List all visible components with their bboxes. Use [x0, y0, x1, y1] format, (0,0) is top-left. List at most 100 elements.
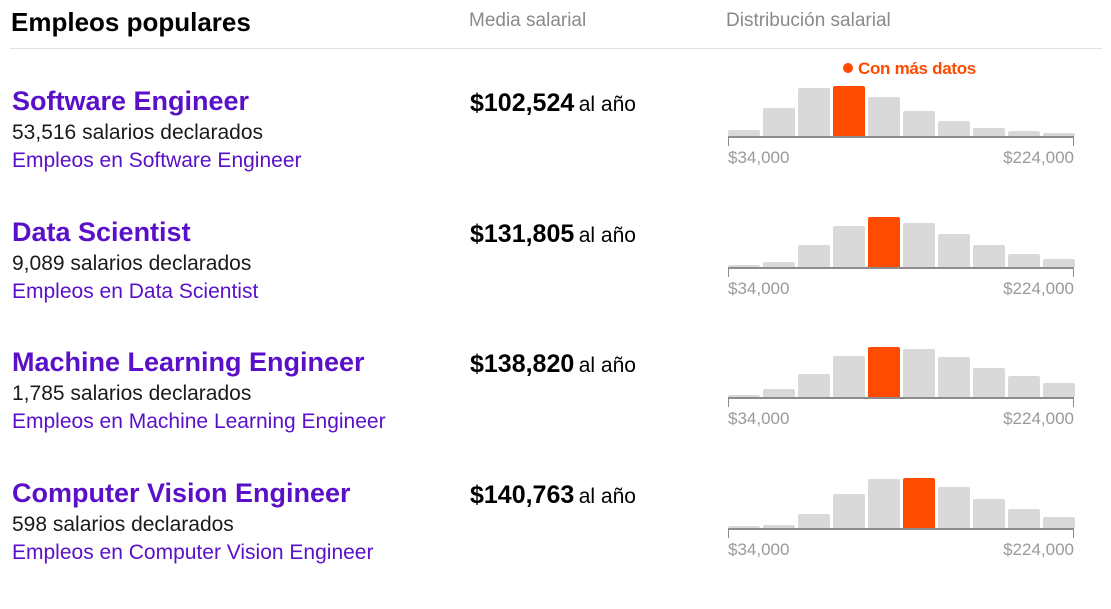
histogram-bar: [833, 226, 865, 267]
histogram-bar: [763, 108, 795, 136]
axis-label-min: $34,000: [728, 409, 790, 428]
salary-report-count: 1,785 salarios declarados: [12, 382, 252, 405]
histogram-bar: [798, 514, 830, 528]
histogram-bar: [763, 525, 795, 528]
jobs-link[interactable]: Empleos en Data Scientist: [12, 280, 259, 303]
salary-histogram: $34,000 $224,000: [728, 347, 1075, 478]
salary-histogram: $34,000 $224,000: [728, 217, 1075, 348]
histogram-bar: [868, 479, 900, 528]
histogram-bar: [1008, 131, 1040, 136]
dot-icon: [843, 63, 853, 73]
histogram-bar: [1043, 133, 1075, 136]
histogram-baseline: [728, 528, 1074, 530]
salary-unit: al año: [578, 224, 636, 247]
axis-label-max: $224,000: [1003, 148, 1074, 167]
job-row: Data Scientist 9,089 salarios declarados…: [0, 217, 1111, 348]
axis-tick-min: [728, 269, 729, 277]
jobs-link[interactable]: Empleos en Computer Vision Engineer: [12, 541, 374, 564]
axis-label-min: $34,000: [728, 148, 790, 167]
axis-tick-max: [1073, 269, 1074, 277]
histogram-bars: [728, 347, 1075, 397]
histogram-bar: [728, 526, 760, 528]
histogram-bar: [728, 130, 760, 136]
jobs-link[interactable]: Empleos en Machine Learning Engineer: [12, 410, 386, 433]
histogram-bar-median: [903, 478, 935, 528]
histogram-bar: [1008, 509, 1040, 528]
salary-amount: $140,763: [470, 481, 575, 509]
axis-label-max: $224,000: [1003, 540, 1074, 559]
histogram-bar: [833, 356, 865, 397]
histogram-bar: [973, 245, 1005, 267]
job-title-link[interactable]: Computer Vision Engineer: [12, 478, 351, 508]
histogram-bar: [1043, 383, 1075, 397]
salary-distribution-column-header: Distribución salarial: [726, 10, 891, 31]
salary-histogram: $34,000 $224,000: [728, 478, 1075, 609]
histogram-bar-median: [868, 217, 900, 267]
histogram-bar: [798, 88, 830, 136]
salary-report-count: 9,089 salarios declarados: [12, 252, 252, 275]
axis-tick-max: [1073, 399, 1074, 407]
axis-label-min: $34,000: [728, 279, 790, 298]
salary-amount: $102,524: [470, 89, 575, 117]
histogram-bars: [728, 478, 1075, 528]
axis-label-min: $34,000: [728, 540, 790, 559]
axis-tick-min: [728, 530, 729, 538]
histogram-bar: [938, 234, 970, 267]
salary-unit: al año: [578, 354, 636, 377]
histogram-bar: [938, 121, 970, 136]
histogram-baseline: [728, 136, 1074, 138]
salary-amount: $138,820: [470, 350, 575, 378]
axis-tick-min: [728, 138, 729, 146]
histogram-bar: [938, 357, 970, 397]
histogram-bar: [973, 499, 1005, 528]
salary-report-count: 598 salarios declarados: [12, 513, 234, 536]
salary-unit: al año: [578, 93, 636, 116]
histogram-bar-median: [868, 347, 900, 397]
histogram-bar: [1043, 259, 1075, 267]
job-row: Machine Learning Engineer 1,785 salarios…: [0, 347, 1111, 478]
axis-label-max: $224,000: [1003, 279, 1074, 298]
median-salary: $131,805 al año: [470, 220, 636, 249]
salary-histogram: $34,000 $224,000 Con más datos: [728, 59, 1075, 217]
histogram-bars: [728, 217, 1075, 267]
histogram-bars: [728, 86, 1075, 136]
most-data-callout: Con más datos: [843, 59, 976, 79]
median-salary: $102,524 al año: [470, 89, 636, 118]
salary-amount: $131,805: [470, 220, 575, 248]
job-title-link[interactable]: Machine Learning Engineer: [12, 347, 365, 377]
histogram-bar: [1043, 517, 1075, 528]
histogram-bar: [868, 97, 900, 136]
axis-tick-min: [728, 399, 729, 407]
histogram-bar: [763, 389, 795, 397]
section-title: Empleos populares: [11, 7, 251, 37]
median-salary: $140,763 al año: [470, 481, 636, 510]
histogram-bar-median: [833, 86, 865, 136]
axis-label-max: $224,000: [1003, 409, 1074, 428]
histogram-bar: [903, 111, 935, 136]
job-title-link[interactable]: Software Engineer: [12, 86, 250, 116]
histogram-bar: [763, 262, 795, 267]
histogram-bar: [798, 374, 830, 397]
job-row: Computer Vision Engineer 598 salarios de…: [0, 478, 1111, 609]
axis-tick-max: [1073, 530, 1074, 538]
salary-unit: al año: [578, 485, 636, 508]
histogram-baseline: [728, 397, 1074, 399]
callout-label: Con más datos: [858, 59, 976, 78]
histogram-bar: [973, 368, 1005, 397]
median-salary: $138,820 al año: [470, 350, 636, 379]
histogram-bar: [798, 245, 830, 267]
jobs-link[interactable]: Empleos en Software Engineer: [12, 149, 302, 172]
salary-report-count: 53,516 salarios declarados: [12, 121, 263, 144]
histogram-bar: [938, 487, 970, 528]
histogram-bar: [903, 349, 935, 397]
histogram-bar: [728, 265, 760, 267]
section-header: Empleos populares Media salarial Distrib…: [10, 0, 1102, 49]
median-salary-column-header: Media salarial: [469, 10, 587, 31]
histogram-bar: [903, 223, 935, 267]
histogram-baseline: [728, 267, 1074, 269]
histogram-bar: [833, 494, 865, 528]
histogram-bar: [973, 128, 1005, 136]
job-row: Software Engineer 53,516 salarios declar…: [0, 59, 1111, 217]
job-title-link[interactable]: Data Scientist: [12, 217, 191, 247]
histogram-bar: [1008, 376, 1040, 397]
